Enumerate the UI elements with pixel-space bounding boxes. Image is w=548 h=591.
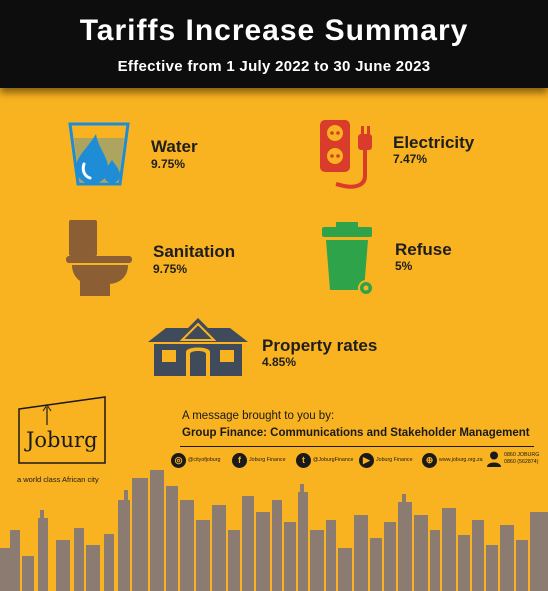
- contact-phone: 0860 JOBURG 0860 (562874): [504, 452, 539, 465]
- social-instagram[interactable]: ◎ @cityofjoburg: [171, 452, 220, 468]
- social-twitter-label: @JoburgFinance: [313, 457, 354, 463]
- joburg-logo-text: Joburg: [26, 428, 98, 452]
- person-icon: [487, 451, 501, 467]
- tariff-electricity-name: Electricity: [393, 133, 475, 152]
- tariff-sanitation-name: Sanitation: [153, 242, 236, 261]
- instagram-icon: ◎: [171, 452, 186, 468]
- message-intro: A message brought to you by:: [182, 410, 335, 422]
- logo-tagline: a world class African city: [17, 475, 99, 484]
- toilet-icon: [66, 220, 132, 296]
- contact-phone-line2: 0860 (562874): [504, 458, 539, 465]
- social-youtube[interactable]: ▶ Joburg Finance: [359, 452, 413, 468]
- social-facebook[interactable]: f Joburg Finance: [232, 452, 286, 468]
- wheelie-bin-icon: [322, 222, 374, 296]
- twitter-icon: t: [296, 452, 311, 468]
- divider: [180, 446, 534, 447]
- youtube-icon: ▶: [359, 452, 374, 468]
- tariff-refuse-value: 5%: [395, 259, 413, 273]
- tariff-sanitation-value: 9.75%: [153, 262, 188, 276]
- joburg-logo-frame: [18, 396, 106, 464]
- social-website-label: www.joburg.org.za: [439, 457, 483, 463]
- page-title: Tariffs Increase Summary: [79, 14, 469, 47]
- tariff-property-rates-name: Property rates: [262, 336, 378, 355]
- page-subtitle: Effective from 1 July 2022 to 30 June 20…: [117, 58, 431, 75]
- tariff-water-name: Water: [151, 137, 198, 156]
- power-socket-icon: [320, 120, 372, 189]
- contact-phone-line1: 0860 JOBURG: [504, 452, 540, 458]
- header-banner: Tariffs Increase Summary Effective from …: [0, 0, 548, 88]
- message-department: Group Finance: Communications and Stakeh…: [182, 427, 530, 439]
- tariff-refuse-name: Refuse: [395, 240, 452, 259]
- house-icon: [148, 318, 248, 376]
- social-youtube-label: Joburg Finance: [376, 457, 413, 463]
- social-website[interactable]: ⊕ www.joburg.org.za: [422, 452, 483, 468]
- globe-icon: ⊕: [422, 452, 437, 468]
- social-twitter[interactable]: t @JoburgFinance: [296, 452, 353, 468]
- water-glass-icon: [68, 122, 130, 186]
- tariff-property-rates-value: 4.85%: [262, 355, 297, 369]
- tariff-electricity-value: 7.47%: [393, 152, 428, 166]
- social-facebook-label: Joburg Finance: [249, 457, 286, 463]
- social-instagram-label: @cityofjoburg: [188, 457, 221, 463]
- facebook-icon: f: [232, 452, 247, 468]
- tariff-water-value: 9.75%: [151, 157, 186, 171]
